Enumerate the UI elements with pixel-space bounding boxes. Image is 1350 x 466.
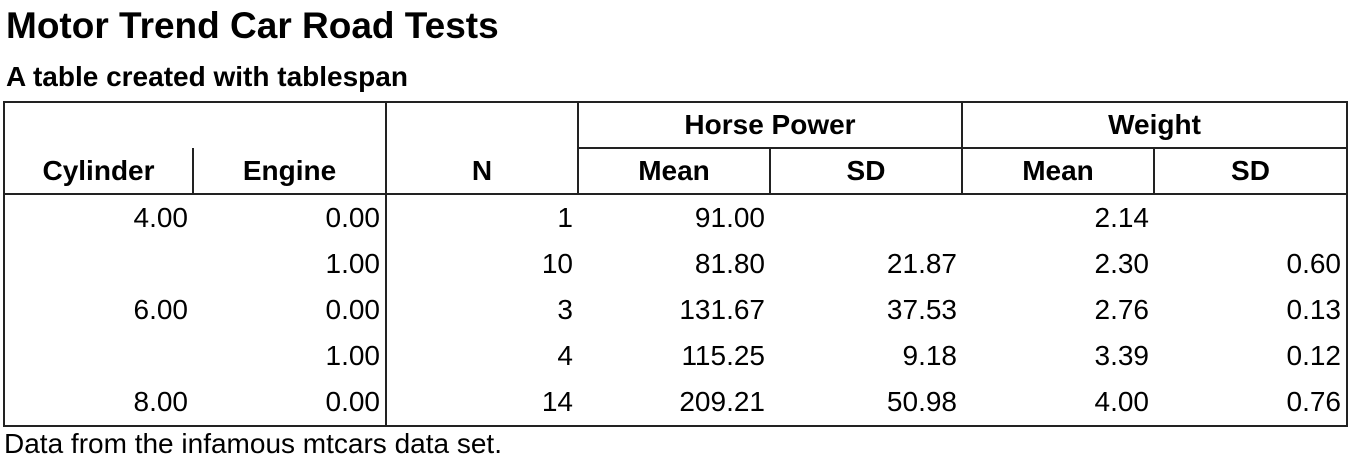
cell-hp-mean: 131.67 (679, 294, 765, 325)
table-footnote: Data from the infamous mtcars data set. (4, 428, 502, 459)
cell-hp-sd: 50.98 (770, 379, 962, 427)
cell-n: 10 (541, 248, 573, 279)
cell-n: 3 (557, 294, 573, 325)
cell-n: 1 (557, 202, 573, 233)
cell-n: 14 (386, 379, 578, 427)
cell-wt-mean: 3.39 (1094, 340, 1150, 371)
cell-cylinder (3, 241, 193, 287)
cell-engine: 0.00 (193, 379, 387, 427)
cell-wt-sd: 0.76 (1154, 379, 1348, 427)
cell-cylinder: 4.00 (3, 194, 193, 241)
table-row: 8.00 0.00 14 209.21 50.98 4.00 0.76 (3, 379, 1348, 427)
cell-engine: 0.00 (193, 287, 387, 333)
cell-hp-mean: 81.80 (694, 248, 765, 279)
cell-engine: 1.00 (193, 333, 387, 379)
cell-hp-mean: 91.00 (694, 202, 765, 233)
data-table: N Horse Power Weight Cylinder Engine Mea… (3, 101, 1348, 427)
table-row: 1.00 10 81.80 21.87 2.30 0.60 (3, 241, 1348, 287)
header-group-weight: Weight (961, 101, 1348, 149)
cell-hp-sd: 21.87 (886, 248, 957, 279)
cell-wt-mean: 2.76 (1094, 294, 1150, 325)
cell-cylinder: 6.00 (3, 287, 193, 333)
header-cylinder: Cylinder (3, 148, 194, 195)
cell-n: 4 (557, 340, 573, 371)
header-spacer (3, 101, 387, 148)
table-row: 1.00 4 115.25 9.18 3.39 0.12 (3, 333, 1348, 379)
cell-hp-mean: 115.25 (681, 340, 765, 371)
header-hp-sd: SD (769, 147, 963, 195)
cell-wt-sd: 0.60 (1154, 241, 1348, 287)
cell-cylinder (3, 333, 193, 379)
cell-wt-sd: 0.13 (1154, 287, 1348, 333)
cell-wt-mean: 4.00 (962, 379, 1154, 427)
cell-wt-sd: 0.12 (1154, 333, 1348, 379)
header-hp-mean: Mean (577, 147, 771, 195)
table-title: Motor Trend Car Road Tests (6, 5, 499, 46)
cell-hp-sd: 9.18 (902, 340, 958, 371)
table-row: 6.00 0.00 3 131.67 37.53 2.76 0.13 (3, 287, 1348, 333)
table-subtitle: A table created with tablespan (6, 61, 408, 92)
cell-wt-mean: 2.30 (1094, 248, 1150, 279)
header-n: N (385, 101, 579, 195)
header-engine: Engine (192, 148, 387, 195)
header-wt-mean: Mean (961, 147, 1155, 195)
cell-engine: 0.00 (193, 194, 387, 241)
cell-wt-mean: 2.14 (1094, 202, 1150, 233)
cell-cylinder: 8.00 (3, 379, 193, 427)
header-wt-sd: SD (1153, 147, 1348, 195)
cell-engine: 1.00 (193, 241, 387, 287)
cell-hp-sd: 37.53 (886, 294, 957, 325)
cell-hp-sd (770, 194, 962, 241)
cell-hp-mean: 209.21 (578, 379, 770, 427)
header-group-horse-power: Horse Power (577, 101, 963, 149)
table-row: 4.00 0.00 1 91.00 2.14 (3, 194, 1348, 241)
cell-wt-sd (1154, 194, 1348, 241)
